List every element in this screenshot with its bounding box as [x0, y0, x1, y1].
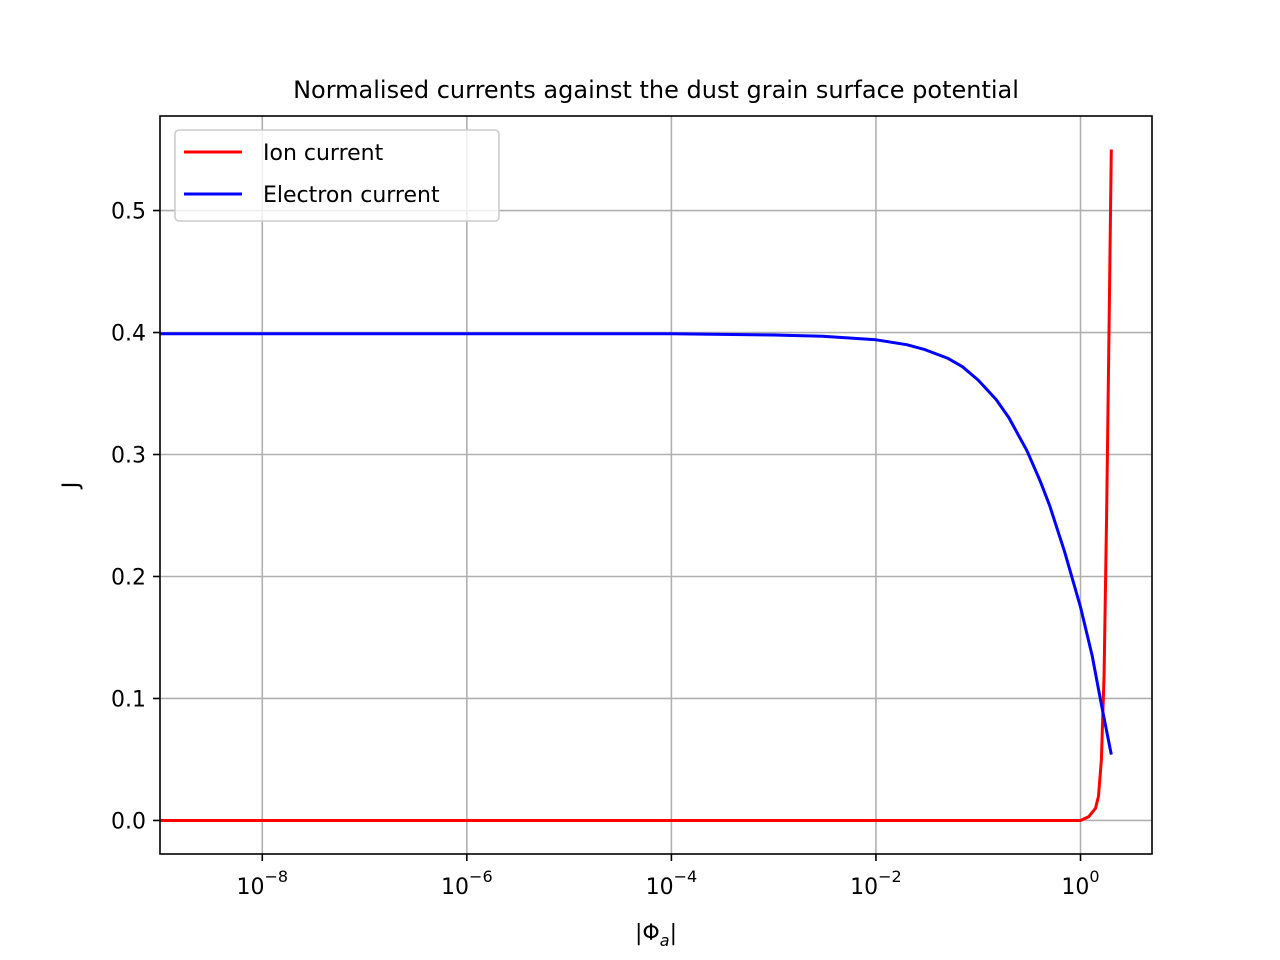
y-axis-ticks: 0.0 0.1 0.2 0.3 0.4 0.5 [111, 200, 160, 834]
series-line-electron-current [160, 332, 1113, 755]
y-tick-label: 0.0 [111, 809, 146, 834]
x-tick-label: 10−6 [441, 867, 493, 900]
legend-box [174, 129, 500, 222]
x-axis-ticks: 10−8 10−6 10−4 10−2 100 [236, 854, 1100, 900]
x-tick-label: 10−2 [850, 867, 902, 900]
x-tick-label: 10−8 [236, 867, 288, 900]
chart-title: Normalised currents against the dust gra… [293, 76, 1019, 104]
legend-label-electron-current: Electron current [263, 183, 440, 208]
legend-label-ion-current: Ion current [263, 141, 384, 166]
legend: Ion current Electron current [174, 129, 500, 222]
y-tick-label: 0.5 [111, 200, 146, 225]
plot-area-frame [159, 115, 1153, 855]
x-tick-label: 10−4 [646, 867, 698, 900]
y-tick-label: 0.1 [111, 687, 146, 712]
series-line-ion-current [160, 149, 1113, 822]
x-axis-label: |Φa| [635, 921, 677, 950]
x-tick-label: 100 [1061, 867, 1099, 900]
series-lines [160, 149, 1113, 822]
y-tick-label: 0.4 [111, 322, 146, 347]
y-tick-label: 0.3 [111, 444, 146, 469]
y-tick-label: 0.2 [111, 565, 146, 590]
y-axis-label: J [59, 482, 84, 491]
